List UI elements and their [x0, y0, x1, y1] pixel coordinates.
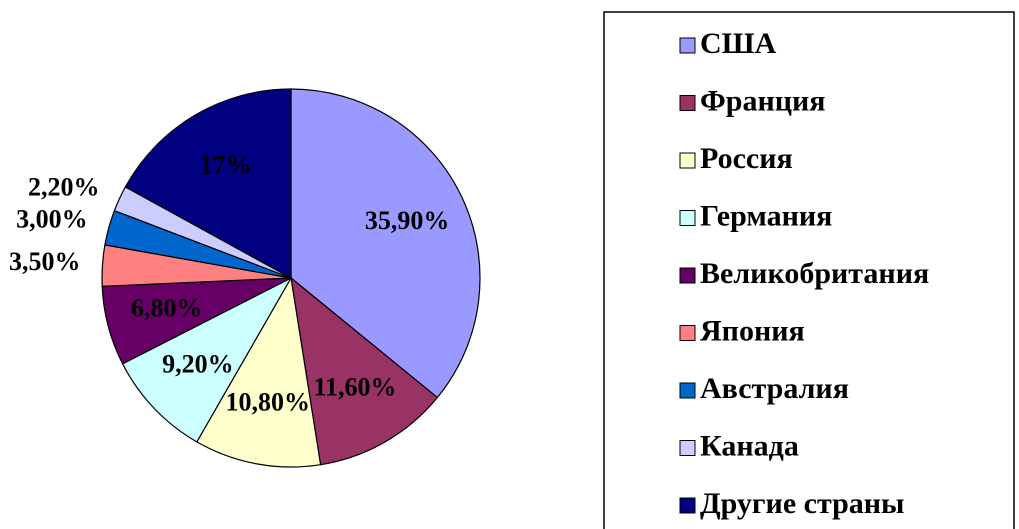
data-label: 17% — [200, 150, 252, 179]
legend-swatch — [679, 210, 696, 226]
legend-label: США — [700, 27, 777, 60]
pie-slice — [121, 276, 293, 443]
data-label: 3,00% — [16, 205, 88, 234]
pie-slice — [124, 88, 292, 280]
legend-swatch — [679, 37, 696, 54]
pie-slice — [196, 276, 322, 468]
legend-label: Франция — [700, 84, 826, 117]
data-label: 10,80% — [225, 387, 310, 416]
legend-swatch — [679, 267, 696, 284]
data-label: 11,60% — [313, 372, 396, 401]
legend-swatch — [679, 440, 696, 456]
data-label: 9,20% — [162, 350, 234, 379]
legend-label: Япония — [700, 314, 805, 347]
legend-box — [603, 11, 1015, 529]
legend-swatch — [679, 152, 696, 169]
legend-label: Канада — [700, 429, 799, 462]
legend-label: Другие страны — [700, 487, 904, 520]
legend-swatch — [679, 325, 696, 341]
data-label: 3,50% — [9, 247, 81, 276]
legend-swatch — [679, 382, 696, 399]
legend-swatch — [679, 95, 696, 111]
data-label: 6,80% — [131, 294, 203, 323]
data-label: 2,20% — [28, 172, 100, 201]
legend-label: Россия — [700, 142, 793, 175]
legend-label: Германия — [700, 199, 832, 232]
pie-slice — [290, 88, 481, 399]
legend-label: Великобритания — [700, 257, 929, 290]
data-label: 35,90% — [365, 206, 450, 235]
pie-slice — [290, 276, 439, 466]
legend-swatch — [679, 497, 696, 514]
legend-label: Австралия — [700, 372, 849, 405]
